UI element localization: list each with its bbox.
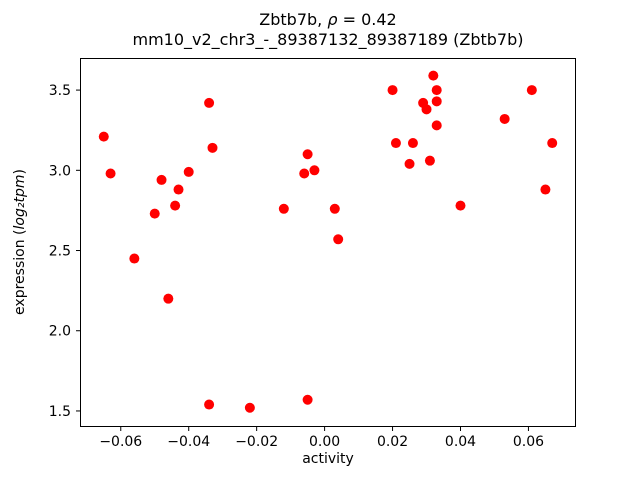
x-axis-label: activity	[302, 451, 354, 467]
chart-title: Zbtb7b, ρ = 0.42	[80, 10, 576, 29]
scatter-point	[333, 234, 344, 245]
y-tick-label: 1.5	[49, 404, 71, 420]
x-tick-label: 0.06	[513, 434, 544, 450]
x-tick-label: −0.06	[99, 434, 142, 450]
x-tick-label: 0.02	[377, 434, 408, 450]
scatter-point	[105, 168, 116, 179]
scatter-point	[302, 394, 313, 405]
scatter-point	[431, 96, 442, 107]
scatter-point	[407, 138, 418, 149]
x-tick-label: 0.00	[309, 434, 340, 450]
scatter-point	[207, 142, 218, 153]
scatter-point	[547, 138, 558, 149]
x-tick-label: −0.02	[235, 434, 278, 450]
scatter-point	[278, 203, 289, 214]
scatter-point	[387, 85, 398, 96]
scatter-point	[204, 399, 215, 410]
chart-title-rho-symbol: ρ	[327, 10, 338, 29]
scatter-point	[431, 85, 442, 96]
scatter-point	[309, 165, 320, 176]
chart-title-prefix: Zbtb7b,	[259, 10, 328, 29]
chart-subtitle: mm10_v2_chr3_-_89387132_89387189 (Zbtb7b…	[132, 30, 524, 49]
scatter-point	[129, 253, 140, 264]
scatter-point	[499, 113, 510, 124]
y-tick-label: 3.5	[49, 83, 71, 99]
x-tick-label: −0.04	[167, 434, 210, 450]
scatter-point	[302, 149, 313, 160]
scatter-point	[183, 166, 194, 177]
scatter-point	[390, 138, 401, 149]
scatter-point	[404, 158, 415, 169]
scatter-point	[98, 131, 109, 142]
scatter-point	[428, 70, 439, 81]
scatter-point	[431, 120, 442, 131]
scatter-point	[424, 155, 435, 166]
x-tick-label: 0.04	[445, 434, 476, 450]
scatter-point	[163, 293, 174, 304]
scatter-point	[156, 174, 167, 185]
y-tick-label: 2.0	[49, 324, 71, 340]
scatter-point	[299, 168, 310, 179]
chart-title-suffix: = 0.42	[337, 10, 397, 29]
scatter-point	[329, 203, 340, 214]
scatter-point	[173, 184, 184, 195]
scatter-point	[149, 208, 160, 219]
scatter-point	[421, 104, 432, 115]
scatter-point	[204, 97, 215, 108]
y-tick-label: 3.0	[49, 163, 71, 179]
scatter-point	[455, 200, 466, 211]
y-tick-label: 2.5	[49, 244, 71, 260]
scatter-point	[170, 200, 181, 211]
scatter-point	[540, 184, 551, 195]
axes-box	[80, 58, 576, 427]
scatter-point	[244, 402, 255, 413]
scatter-point	[526, 85, 537, 96]
